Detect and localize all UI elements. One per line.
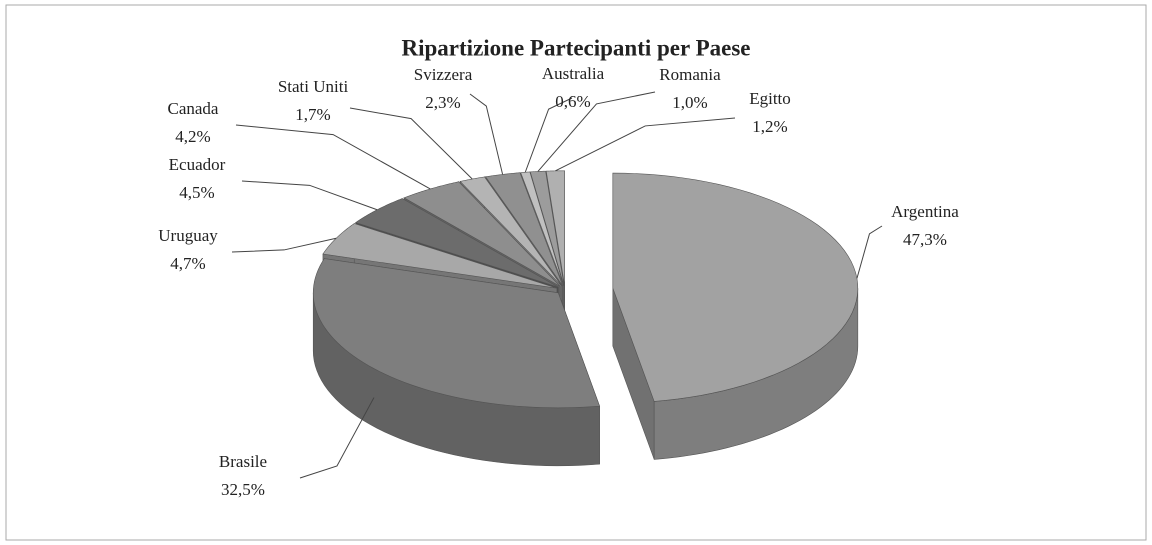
pie-slice <box>312 258 601 467</box>
slice-top <box>459 176 562 287</box>
pie-slice <box>612 172 859 460</box>
slice-label: Egitto <box>749 89 791 108</box>
slice-label: Argentina <box>891 202 959 221</box>
leader-line <box>241 180 378 211</box>
slice-top <box>312 258 601 409</box>
slice-label: Romania <box>659 65 721 84</box>
value-label: 32,5% <box>221 480 265 499</box>
leader-line <box>231 237 337 253</box>
value-label: 1,2% <box>752 117 787 136</box>
value-label: 4,7% <box>170 254 205 273</box>
leader-line <box>235 124 431 190</box>
slice-label: Ecuador <box>169 155 226 174</box>
slice-label: Uruguay <box>158 226 218 245</box>
value-label: 47,3% <box>903 230 947 249</box>
leader-line <box>856 225 883 279</box>
slice-top <box>485 172 564 287</box>
value-label: 0,6% <box>555 92 590 111</box>
value-label: 4,5% <box>179 183 214 202</box>
leader-line <box>555 117 736 172</box>
slice-label: Brasile <box>219 452 267 471</box>
slice-label: Stati Uniti <box>278 77 349 96</box>
leader-line <box>469 93 504 175</box>
chart-title: Ripartizione Partecipanti per Paese <box>402 35 751 60</box>
leader-line <box>524 97 573 173</box>
slice-label: Canada <box>168 99 219 118</box>
slice-label: Australia <box>542 64 605 83</box>
value-label: 2,3% <box>425 93 460 112</box>
value-label: 1,7% <box>295 105 330 124</box>
value-label: 1,0% <box>672 93 707 112</box>
leader-line <box>299 397 375 479</box>
slice-label: Svizzera <box>414 65 473 84</box>
slice-top <box>355 198 559 288</box>
leader-line <box>537 91 656 172</box>
leader-line <box>349 107 473 180</box>
value-label: 4,2% <box>175 127 210 146</box>
